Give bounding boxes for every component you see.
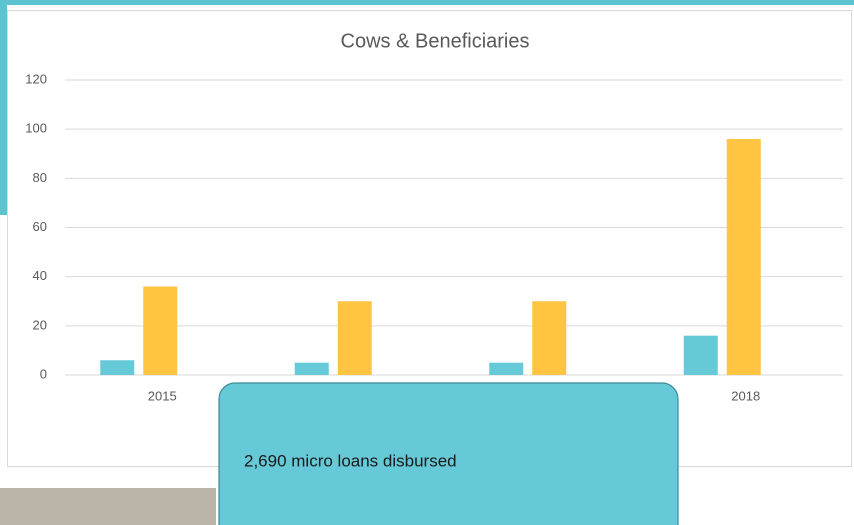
page: Cows & Beneficiaries 0 20 40 60 80 100 120 2015… — [0, 0, 854, 525]
y-tick-label: 120 — [25, 71, 47, 86]
y-tick-label: 0 — [40, 366, 47, 381]
y-tick-label: 40 — [33, 268, 47, 283]
bar — [727, 139, 761, 375]
bar — [100, 360, 134, 375]
y-tick-label: 100 — [25, 121, 47, 136]
bar — [532, 301, 566, 375]
side-bar — [0, 0, 7, 215]
top-bar — [0, 0, 854, 5]
x-tick-label: 2015 — [148, 388, 177, 403]
callout-text: 2,690 micro loans disbursed — [244, 451, 457, 470]
chart-title: Cows & Beneficiaries — [341, 30, 530, 52]
bar — [489, 363, 523, 375]
x-tick-label: 2018 — [731, 388, 760, 403]
y-tick-label: 80 — [33, 170, 47, 185]
bar — [295, 363, 329, 375]
bar — [338, 301, 372, 375]
photo-strip — [0, 488, 216, 525]
y-tick-label: 60 — [33, 219, 47, 234]
chart: Cows & Beneficiaries 0 20 40 60 80 100 120 2015… — [0, 0, 854, 525]
bar — [684, 336, 718, 375]
bar — [143, 287, 177, 376]
y-tick-label: 20 — [33, 317, 47, 332]
